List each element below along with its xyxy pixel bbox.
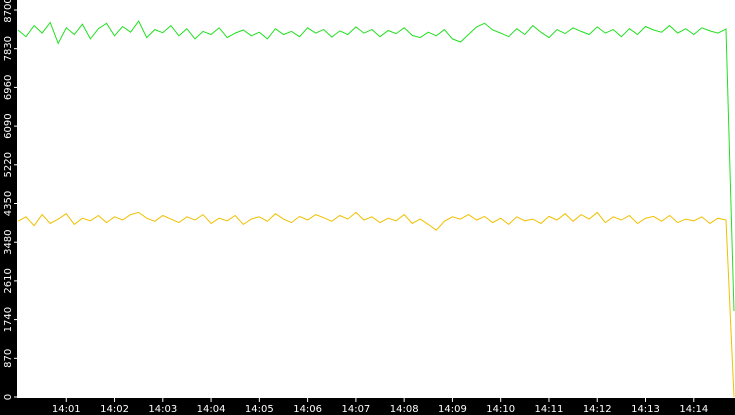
x-tick-label: 14:13 [631,404,660,415]
y-tick-label: 8700 [3,0,14,23]
x-tick-label: 14:08 [390,404,419,415]
y-axis-band [0,0,17,415]
y-tick-label: 6960 [3,75,14,100]
x-axis-band [0,398,735,415]
y-tick-label: 870 [3,349,14,368]
series-line [17,20,735,312]
x-tick-label: 14:12 [583,404,612,415]
x-tick-label: 14:10 [486,404,515,415]
y-tick-label: 4350 [3,191,14,216]
x-tick-label: 14:06 [293,404,322,415]
y-tick-label: 7830 [3,36,14,61]
y-tick-label: 5220 [3,152,14,177]
x-tick-label: 14:04 [197,404,226,415]
y-tick-label: 1740 [3,307,14,332]
y-tick-label: 2610 [3,268,14,293]
x-tick-label: 14:07 [341,404,370,415]
x-tick-label: 14:03 [148,404,177,415]
y-tick-label: 0 [3,394,14,400]
x-tick-label: 14:11 [535,404,564,415]
x-tick-label: 14:02 [100,404,129,415]
x-tick-label: 14:01 [52,404,81,415]
y-tick-label: 6090 [3,113,14,138]
x-tick-label: 14:14 [679,404,708,415]
series-line [17,211,735,398]
y-tick-label: 3480 [3,229,14,254]
x-tick-label: 14:09 [438,404,467,415]
x-tick-label: 14:05 [245,404,274,415]
